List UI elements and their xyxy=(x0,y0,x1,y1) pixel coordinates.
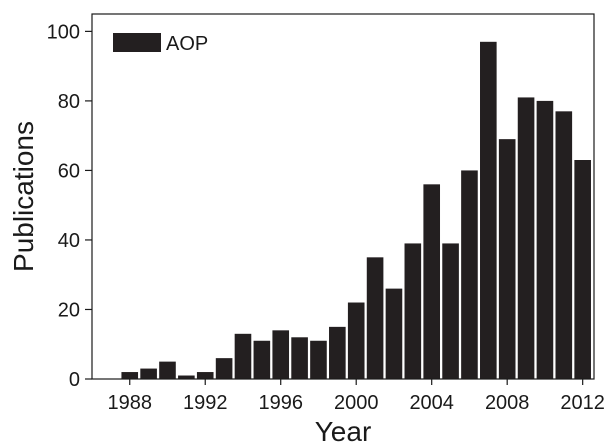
bar-1998 xyxy=(310,340,327,379)
plot-frame xyxy=(91,13,595,380)
bar-1990 xyxy=(159,361,176,379)
y-tick-label-80: 80 xyxy=(58,91,80,113)
y-tick-label-0: 0 xyxy=(69,369,80,391)
bar-1999 xyxy=(329,326,346,379)
bar-1988 xyxy=(121,372,139,379)
legend: AOP xyxy=(113,33,208,55)
bar-2002 xyxy=(385,288,403,379)
bar-2005 xyxy=(442,243,459,379)
x-tick-label-1996: 1996 xyxy=(258,392,303,414)
bar-1991 xyxy=(178,375,195,379)
legend-swatch-aop xyxy=(113,33,161,52)
bar-1989 xyxy=(140,368,157,379)
bar-2007 xyxy=(480,41,497,380)
bar-2001 xyxy=(366,257,384,379)
y-tick-label-20: 20 xyxy=(58,299,80,321)
bar-2000 xyxy=(347,302,365,379)
bar-2009 xyxy=(517,97,535,380)
bar-1995 xyxy=(253,340,271,379)
bar-2010 xyxy=(536,100,554,380)
x-tick-label-2004: 2004 xyxy=(409,392,454,414)
bar-2003 xyxy=(404,243,422,379)
bar-1997 xyxy=(291,337,308,379)
bar-1996 xyxy=(272,330,290,379)
y-tick-label-40: 40 xyxy=(58,230,80,252)
y-axis-title: Publications xyxy=(8,121,39,272)
x-tick-label-2008: 2008 xyxy=(485,392,530,414)
x-tick-label-1992: 1992 xyxy=(183,392,228,414)
x-axis-title: Year xyxy=(315,416,372,445)
bars-layer xyxy=(121,41,591,380)
bar-1993 xyxy=(215,358,233,379)
y-tick-label-60: 60 xyxy=(58,160,80,182)
bar-2008 xyxy=(498,139,516,379)
x-tick-label-2012: 2012 xyxy=(560,392,605,414)
bar-2006 xyxy=(461,170,478,379)
legend-label-aop: AOP xyxy=(166,33,208,55)
bar-2011 xyxy=(555,111,573,379)
bar-1992 xyxy=(196,372,214,379)
bar-1994 xyxy=(234,333,252,379)
y-tick-label-100: 100 xyxy=(47,21,80,43)
x-tick-label-1988: 1988 xyxy=(107,392,152,414)
x-tick-label-2000: 2000 xyxy=(334,392,379,414)
bar-2004 xyxy=(423,184,441,379)
axis-layer: 0 20 40 60 80 100 1988 1992 1996 2000 2004 2008 2012 xyxy=(47,21,605,414)
bar-2012 xyxy=(574,160,591,379)
